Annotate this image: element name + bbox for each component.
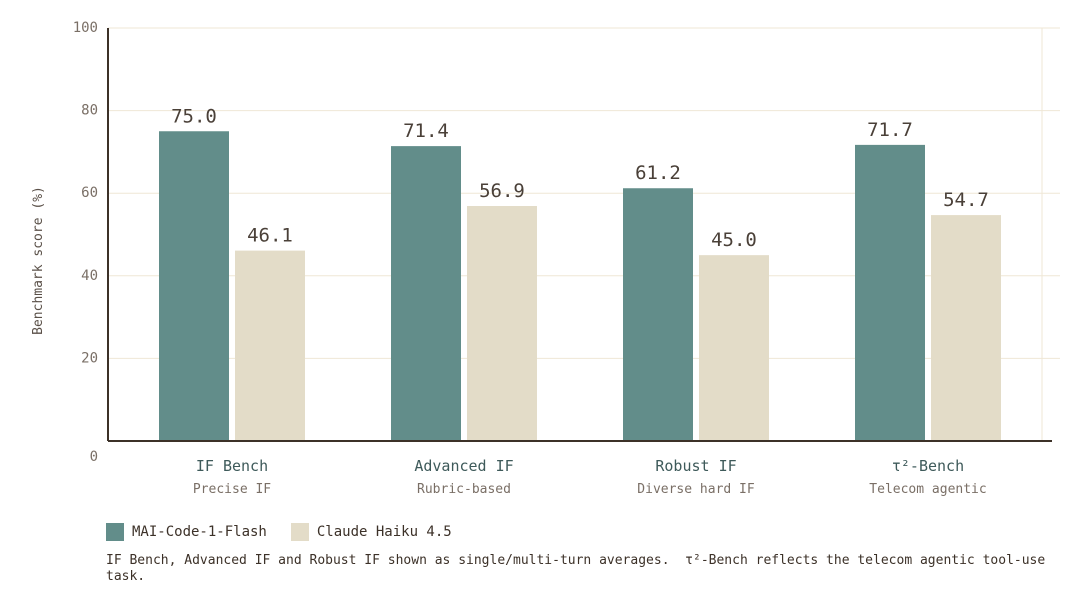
category-labels: IF Bench Precise IF Advanced IF Rubric-base… xyxy=(193,457,987,497)
value-label-3-1: 54.7 xyxy=(943,189,989,211)
y-axis-label: Benchmark score (%) xyxy=(31,186,46,335)
y-tick-label: 40 xyxy=(81,268,98,284)
x-tick-label-0: IF Bench xyxy=(196,457,268,475)
x-tick-sublabel-3: Telecom agentic xyxy=(869,482,986,497)
y-axis-ticks: 0 20 40 60 80 100 xyxy=(73,20,98,465)
bar-2-1 xyxy=(699,255,769,441)
footnote: IF Bench, Advanced IF and Robust IF show… xyxy=(106,553,1054,584)
x-tick-label-3: τ²-Bench xyxy=(892,457,964,475)
bars xyxy=(159,131,1001,442)
bar-1-1 xyxy=(467,206,537,441)
y-tick-label: 20 xyxy=(81,350,98,366)
value-label-3-0: 71.7 xyxy=(867,119,913,141)
value-label-0-0: 75.0 xyxy=(171,105,217,127)
bar-0-1 xyxy=(235,250,305,441)
x-tick-label-2: Robust IF xyxy=(655,457,736,475)
y-tick-label: 80 xyxy=(81,103,98,119)
y-tick-label: 0 xyxy=(90,449,98,465)
legend-swatch-series-0 xyxy=(106,523,124,541)
value-label-1-1: 56.9 xyxy=(479,180,525,202)
y-tick-label: 100 xyxy=(73,20,98,36)
value-label-2-0: 61.2 xyxy=(635,162,681,184)
x-tick-sublabel-2: Diverse hard IF xyxy=(637,482,755,497)
value-label-0-1: 46.1 xyxy=(247,225,293,247)
legend-swatch-series-1 xyxy=(290,523,309,541)
bar-0-0 xyxy=(159,131,229,441)
value-labels: 75.0 46.1 71.4 56.9 61.2 45.0 71.7 54.7 xyxy=(171,105,989,251)
value-label-1-0: 71.4 xyxy=(403,120,449,142)
legend-item-series-1: Claude Haiku 4.5 xyxy=(290,523,452,541)
x-tick-label-1: Advanced IF xyxy=(414,457,513,475)
x-tick-sublabel-1: Rubric-based xyxy=(417,482,511,497)
legend-item-series-0: MAI-Code-1-Flash xyxy=(106,523,267,541)
bar-2-0 xyxy=(623,188,693,441)
bar-3-1 xyxy=(931,215,1001,441)
legend: MAI-Code-1-Flash Claude Haiku 4.5 xyxy=(106,523,476,541)
x-tick-sublabel-0: Precise IF xyxy=(193,482,271,497)
value-label-2-1: 45.0 xyxy=(711,229,757,251)
legend-label-series-1: Claude Haiku 4.5 xyxy=(316,524,452,540)
legend-label-series-0: MAI-Code-1-Flash xyxy=(132,524,267,540)
bar-1-0 xyxy=(391,146,461,442)
bar-3-0 xyxy=(855,144,925,441)
y-tick-label: 60 xyxy=(81,185,98,201)
